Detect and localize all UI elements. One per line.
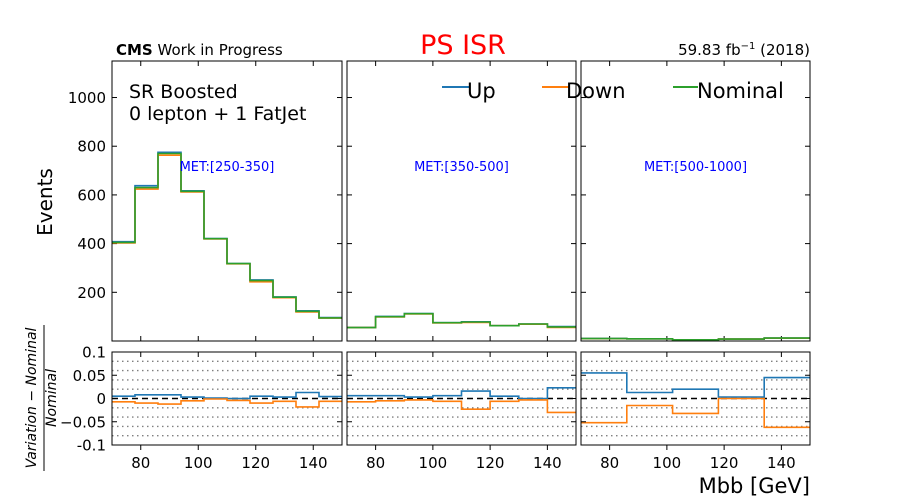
region-label-line2: 0 lepton + 1 FatJet: [129, 103, 306, 125]
ratio-up-line: [581, 372, 810, 398]
ratio-down-line: [112, 398, 342, 408]
x-tick-label: 100: [653, 454, 682, 472]
panel-2: MET:[350-500] 80 100 120 140: [346, 60, 577, 472]
legend-nominal-label: Nominal: [697, 79, 784, 103]
top-y-tick-label: 800: [77, 138, 106, 156]
ratio-down-line: [347, 399, 576, 414]
ratio-axes-frame: [111, 351, 343, 446]
x-tick-label: 140: [767, 454, 796, 472]
ratio-down-line: [581, 397, 810, 429]
x-tick-label: 140: [533, 454, 562, 472]
top-y-tick-label: 400: [77, 235, 106, 253]
legend: Up Down Nominal: [442, 79, 784, 103]
x-tick-label: 80: [600, 454, 619, 472]
region-label-line1: SR Boosted: [129, 81, 238, 103]
panel-3: MET:[500-1000] 80 100 120 140: [580, 60, 811, 472]
met-range-label: MET:[250-350]: [180, 160, 275, 175]
x-tick-label: 120: [710, 454, 739, 472]
met-range-label: MET:[500-1000]: [644, 160, 747, 175]
ratio-y-tick-label: -0.1: [77, 437, 106, 455]
series-down-line: [112, 154, 342, 319]
met-range-label: MET:[350-500]: [414, 160, 509, 175]
x-tick-label: 120: [476, 454, 505, 472]
ratio-axes-frame: [346, 351, 577, 446]
legend-down-label: Down: [566, 79, 626, 103]
legend-up-label: Up: [467, 79, 496, 103]
y-axis-label-top: Events: [33, 168, 57, 236]
x-axis-label: Mbb [GeV]: [699, 474, 810, 498]
x-tick-label: 100: [419, 454, 448, 472]
lumi-label: 59.83 fb−1 (2018): [678, 41, 810, 59]
x-tick-label: 80: [131, 454, 150, 472]
series-nominal-line: [581, 337, 810, 341]
x-tick-label: 100: [184, 454, 213, 472]
top-y-tick-label: 200: [77, 284, 106, 302]
ratio-y-tick-label: −0.05: [60, 413, 106, 431]
series-up-line: [112, 151, 342, 319]
plot-title: PS ISR: [420, 30, 506, 61]
x-tick-label: 120: [241, 454, 270, 472]
series-up-line: [347, 312, 576, 329]
top-y-tick-label: 600: [77, 186, 106, 204]
plot-area: 200 400 600 800 1000 MET:[250-350] 0.1 0.05 0 −0.…: [60, 60, 811, 472]
top-axes-frame: [580, 60, 811, 342]
ratio-y-tick-label: 0.1: [82, 344, 106, 362]
y-axis-label-bottom-denominator: Nominal: [44, 369, 60, 427]
top-axes-frame: [111, 60, 343, 342]
x-tick-label: 140: [299, 454, 328, 472]
cms-label: CMS Work in Progress: [116, 41, 283, 59]
ratio-y-tick-label: 0.05: [73, 367, 106, 385]
x-tick-label: 80: [366, 454, 385, 472]
y-axis-label-bottom-numerator: Variation − Nominal: [24, 327, 40, 468]
ratio-y-tick-label: 0: [96, 390, 106, 408]
panel-1: 200 400 600 800 1000 MET:[250-350] 0.1 0.05 0 −0.…: [60, 60, 343, 472]
top-y-tick-label: 1000: [68, 89, 106, 107]
series-nominal-line: [347, 312, 576, 329]
ratio-up-line: [347, 387, 576, 400]
ratio-axes-frame: [580, 351, 811, 446]
ratio-up-line: [112, 391, 342, 400]
top-axes-frame: [346, 60, 577, 342]
series-nominal-line: [112, 152, 342, 319]
